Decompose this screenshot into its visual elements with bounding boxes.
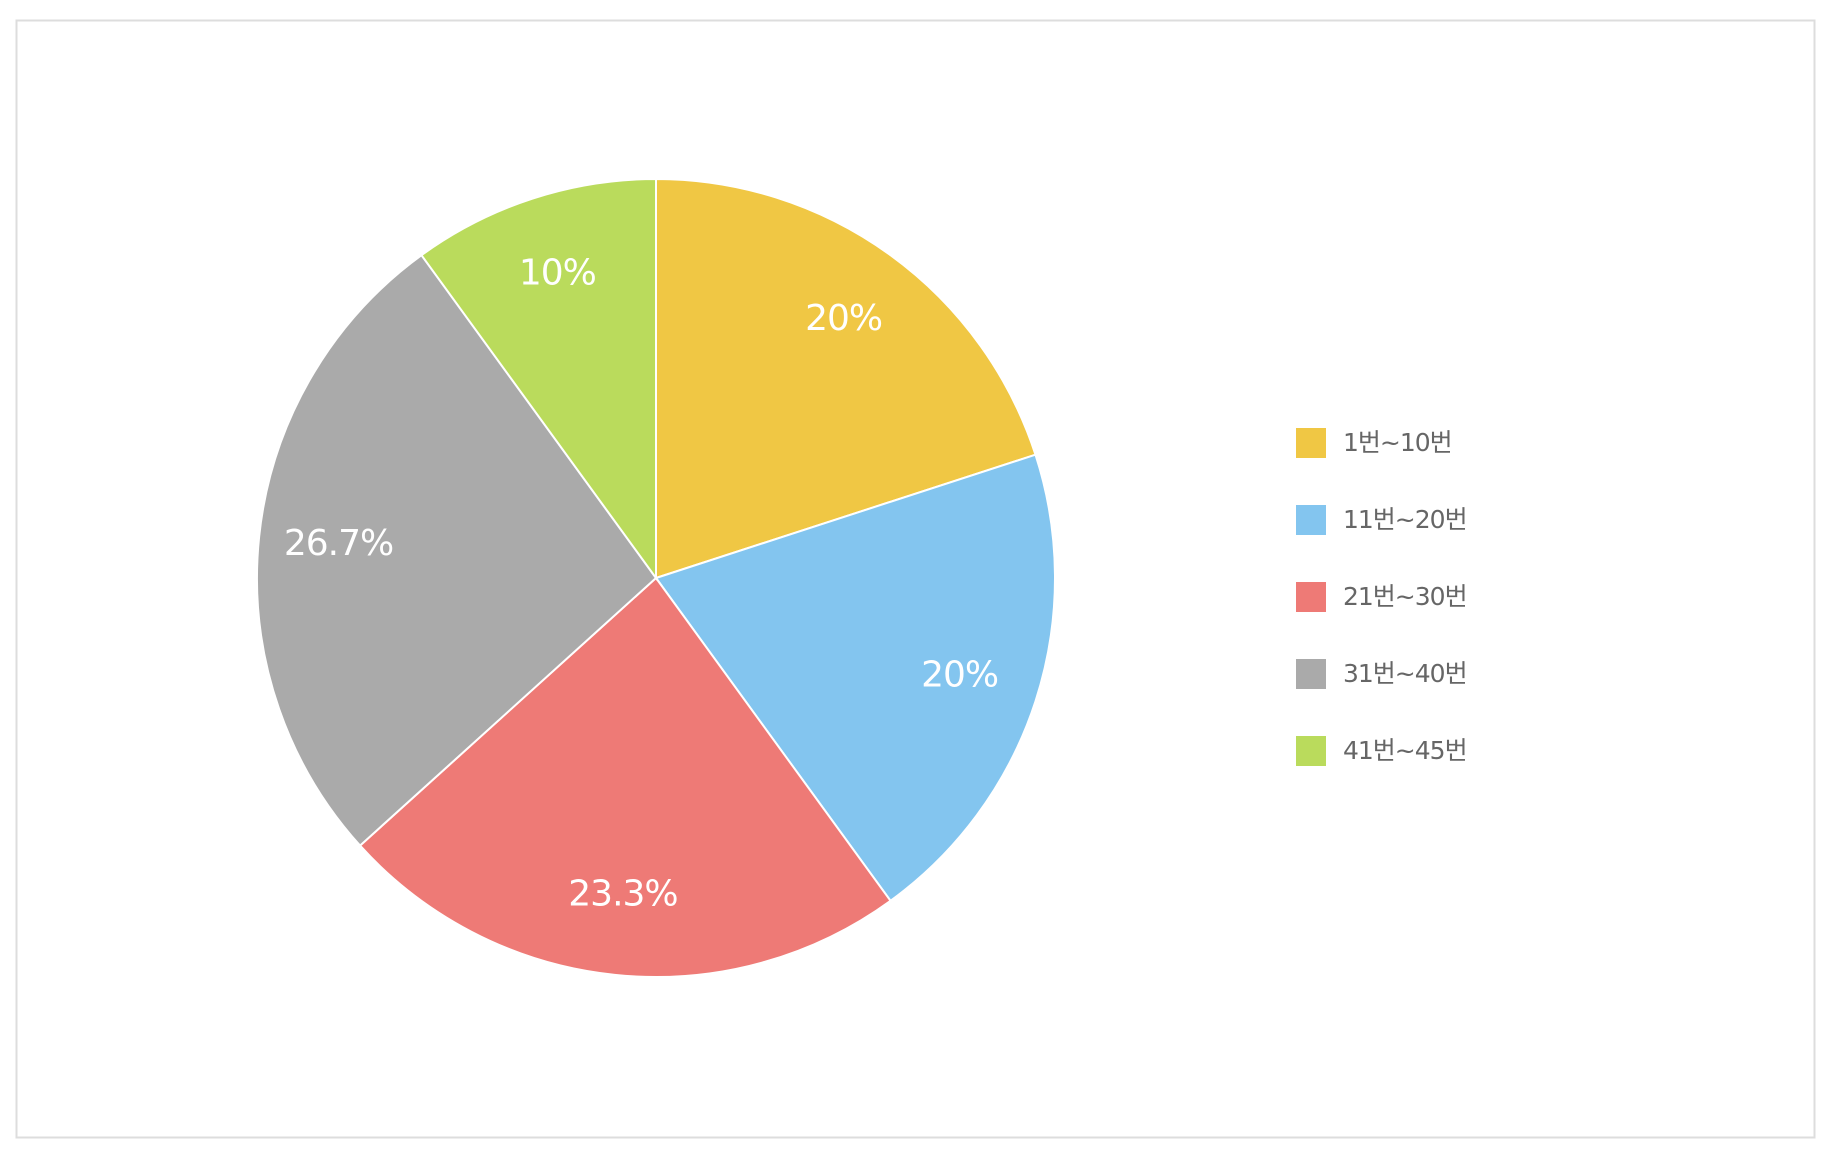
legend-label: 21번~30번: [1343, 582, 1467, 611]
legend-label: 41번~45번: [1343, 736, 1467, 765]
legend-swatch: [1296, 736, 1326, 766]
value-label: 26.7%: [284, 523, 393, 564]
legend-label: 1번~10번: [1343, 428, 1452, 457]
pie-slice: [420, 177, 657, 582]
legend-swatch: [1296, 505, 1326, 535]
value-label: 20%: [921, 655, 998, 696]
pie-slice: [655, 177, 1037, 580]
pie-slice: [654, 453, 1056, 903]
legend-swatch: [1296, 428, 1326, 458]
legend-swatch: [1296, 582, 1326, 612]
legend-label: 31번~40번: [1343, 659, 1467, 688]
legend-label: 11번~20번: [1343, 505, 1467, 534]
value-label: 23.3%: [568, 873, 677, 914]
pie-slice: [256, 253, 658, 848]
legend-swatch: [1296, 659, 1326, 689]
value-label: 10%: [519, 252, 596, 293]
value-label: 20%: [805, 298, 882, 339]
pie-slice: [358, 576, 892, 978]
